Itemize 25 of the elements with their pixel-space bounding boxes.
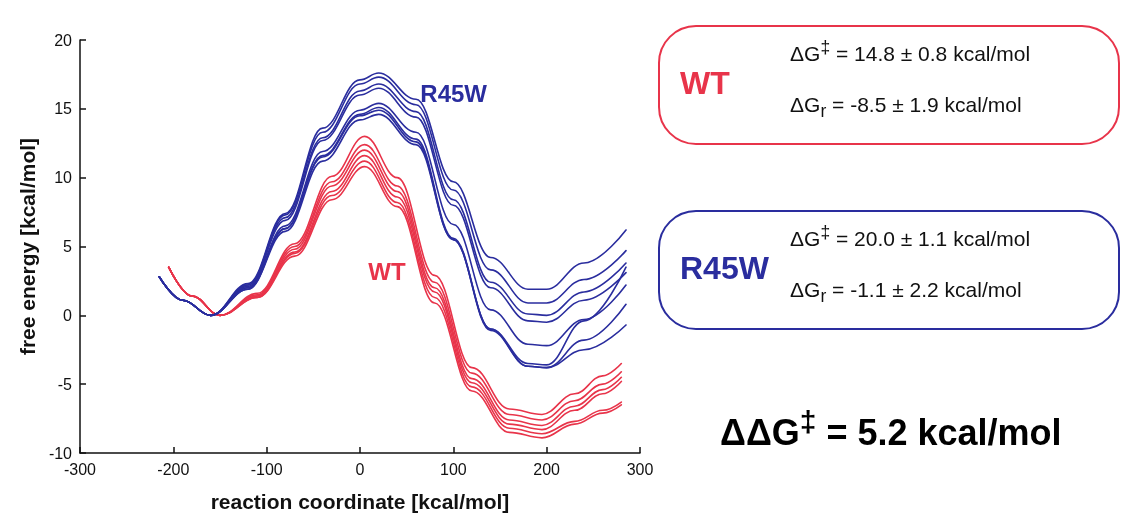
series-label: WT [368, 257, 406, 285]
y-tick-label: 0 [63, 306, 73, 324]
x-axis-title: reaction coordinate [kcal/mol] [210, 490, 510, 513]
text: ΔG$^{‡}$ = 20.0 ± 1.1 kcal/mol [790, 222, 1031, 251]
x-tick-label: -100 [250, 460, 283, 478]
y-axis-title: free energy [kcal/mol] [15, 137, 39, 356]
x-tick-label: -200 [157, 460, 190, 478]
x-tick-label: 0 [355, 460, 365, 478]
x-tick-label: 300 [626, 460, 654, 478]
x-tick-label: 200 [533, 460, 561, 478]
x-tick-label: -300 [63, 460, 97, 478]
y-tick-label: 20 [54, 31, 73, 49]
series-label: R45W [420, 79, 488, 107]
text: WT [680, 65, 730, 102]
text: ΔΔG$^{‡}$ = 5.2 kcal/mol [720, 405, 1062, 454]
text: ΔG$_{r}$ = -8.5 ± 1.9 kcal/mol [790, 93, 1022, 123]
text: ΔG$^{‡}$ = 14.8 ± 0.8 kcal/mol [790, 37, 1031, 66]
y-tick-label: 10 [54, 169, 73, 187]
y-tick-label: -5 [57, 375, 73, 393]
y-tick-label: -10 [48, 444, 73, 462]
text: R45W [680, 250, 769, 287]
x-tick-label: 100 [439, 460, 467, 478]
y-tick-label: 5 [63, 238, 73, 255]
y-tick-label: 15 [54, 100, 73, 118]
text: ΔG$_{r}$ = -1.1 ± 2.2 kcal/mol [790, 278, 1022, 308]
